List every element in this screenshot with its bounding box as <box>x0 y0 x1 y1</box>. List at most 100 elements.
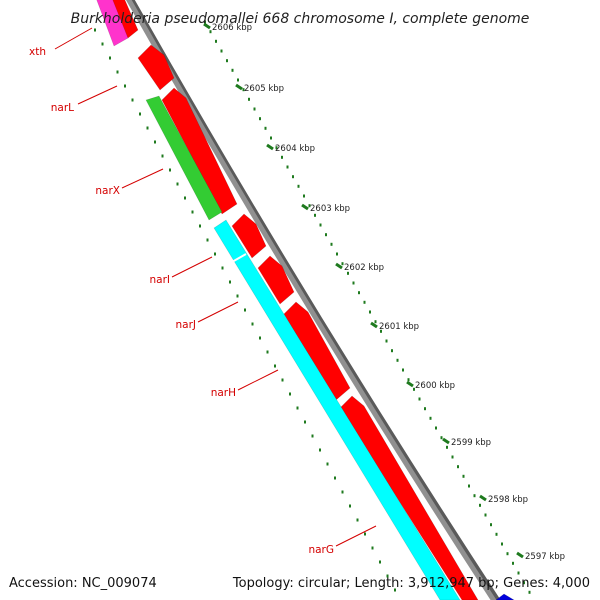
axis-dot <box>396 358 399 362</box>
axis-dot <box>479 503 481 507</box>
axis-dot <box>435 426 437 430</box>
gene-narI-arrow[interactable] <box>231 213 267 259</box>
axis-dot <box>413 387 415 391</box>
inner-axis-dot <box>386 574 389 578</box>
inner-axis-dot <box>311 434 314 438</box>
gene-narL-arrow[interactable] <box>137 44 175 91</box>
backbone-arc <box>125 0 497 600</box>
axis-dot <box>259 117 261 121</box>
axis-dot <box>523 581 525 585</box>
inner-axis-dot <box>319 448 321 452</box>
axis-dot <box>303 194 305 198</box>
gene-forward-arrow[interactable] <box>112 0 139 39</box>
inner-axis-dot <box>356 518 359 522</box>
inner-axis-dot <box>221 266 224 270</box>
axis-dot <box>292 175 294 179</box>
accession-text: Accession: NC_009074 <box>9 576 157 591</box>
axis-dot <box>209 30 212 34</box>
inner-axis-dot <box>109 56 111 60</box>
inner-axis-dot <box>274 364 276 368</box>
inner-axis-dot <box>146 126 149 130</box>
gene-label-narL[interactable]: narL <box>51 102 74 114</box>
axis-dot <box>391 349 393 353</box>
map-title: Burkholderia pseudomallei 668 chromosome… <box>71 11 530 27</box>
major-tick <box>370 321 378 329</box>
gene-leader-line <box>237 369 279 391</box>
major-tick <box>442 437 450 445</box>
axis-dot <box>363 300 366 304</box>
gene-leader-line <box>121 168 164 189</box>
gene-label-narG[interactable]: narG <box>308 544 334 556</box>
axis-dot <box>352 281 355 285</box>
axis-dot <box>297 184 300 188</box>
inner-axis-dot <box>214 252 216 256</box>
axis-dot <box>204 20 206 24</box>
axis-dot <box>270 136 272 140</box>
axis-dot <box>319 223 322 227</box>
inner-axis-dot <box>191 210 194 214</box>
axis-dot <box>242 88 245 92</box>
axis-dot <box>275 146 278 150</box>
gene-green-arrow[interactable] <box>145 95 223 221</box>
topology-text: Topology: circular; Length: 3,912,947 bp… <box>232 576 590 591</box>
inner-axis-dot <box>206 238 209 242</box>
axis-dot <box>506 552 509 556</box>
kbp-tick-label: 2602 kbp <box>344 263 384 273</box>
axis-dot <box>429 416 432 420</box>
inner-axis-dot <box>364 532 366 536</box>
inner-axis-dot <box>349 504 351 508</box>
inner-axis-dot <box>394 588 396 592</box>
axis-dot <box>308 204 311 208</box>
axis-dot <box>281 155 283 159</box>
inner-axis-dot <box>304 420 306 424</box>
axis-dot <box>462 474 465 478</box>
gene-blue-arrow[interactable] <box>495 593 515 600</box>
gene-narG-arrow[interactable] <box>339 395 479 600</box>
axis-dot <box>237 78 239 82</box>
gene-leader-line <box>197 301 239 323</box>
axis-dot <box>451 455 454 459</box>
inner-axis-dot <box>176 182 179 186</box>
axis-dot <box>385 339 388 343</box>
inner-axis-dot <box>244 308 246 312</box>
gene-label-xth[interactable]: xth <box>29 46 46 58</box>
inner-axis-dot <box>281 378 284 382</box>
inner-axis-dot <box>379 560 381 564</box>
inner-axis-dot <box>184 196 186 200</box>
kbp-tick-label: 2603 kbp <box>310 204 350 214</box>
kbp-tick-label: 2605 kbp <box>244 84 284 94</box>
axis-dot <box>369 310 371 314</box>
kbp-tick-label: 2601 kbp <box>379 322 419 332</box>
major-tick <box>406 380 414 388</box>
kbp-tick-label: 2606 kbp <box>212 23 252 33</box>
axis-dot <box>358 291 360 295</box>
axis-dot <box>314 213 316 217</box>
gene-cyan-arrow[interactable] <box>213 219 461 600</box>
inner-axis-dot <box>334 476 336 480</box>
axis-dot <box>347 271 349 275</box>
axis-dot <box>473 494 476 498</box>
axis-dot <box>528 590 531 594</box>
gene-label-narX[interactable]: narX <box>95 185 120 197</box>
gene-leader-line <box>77 85 118 105</box>
inner-axis-dot <box>101 42 104 46</box>
axis-dot <box>457 465 459 469</box>
gene-label-narH[interactable]: narH <box>211 387 236 399</box>
inner-axis-dot <box>199 224 201 228</box>
major-tick <box>266 143 274 151</box>
inner-axis-dot <box>326 462 329 466</box>
gene-leader-line <box>335 525 377 547</box>
gene-label-narI[interactable]: narI <box>149 274 170 286</box>
axis-dot <box>374 320 377 324</box>
axis-dot <box>446 445 448 449</box>
axis-dot <box>380 329 382 333</box>
axis-dot <box>215 39 217 43</box>
axis-dot <box>341 262 344 266</box>
gene-narJ-arrow[interactable] <box>257 255 295 305</box>
inner-axis-dot <box>341 490 344 494</box>
gene-label-narJ[interactable]: narJ <box>175 319 196 331</box>
axis-dot <box>495 532 498 536</box>
axis-dot <box>484 513 487 517</box>
inner-axis-dot <box>94 28 96 32</box>
